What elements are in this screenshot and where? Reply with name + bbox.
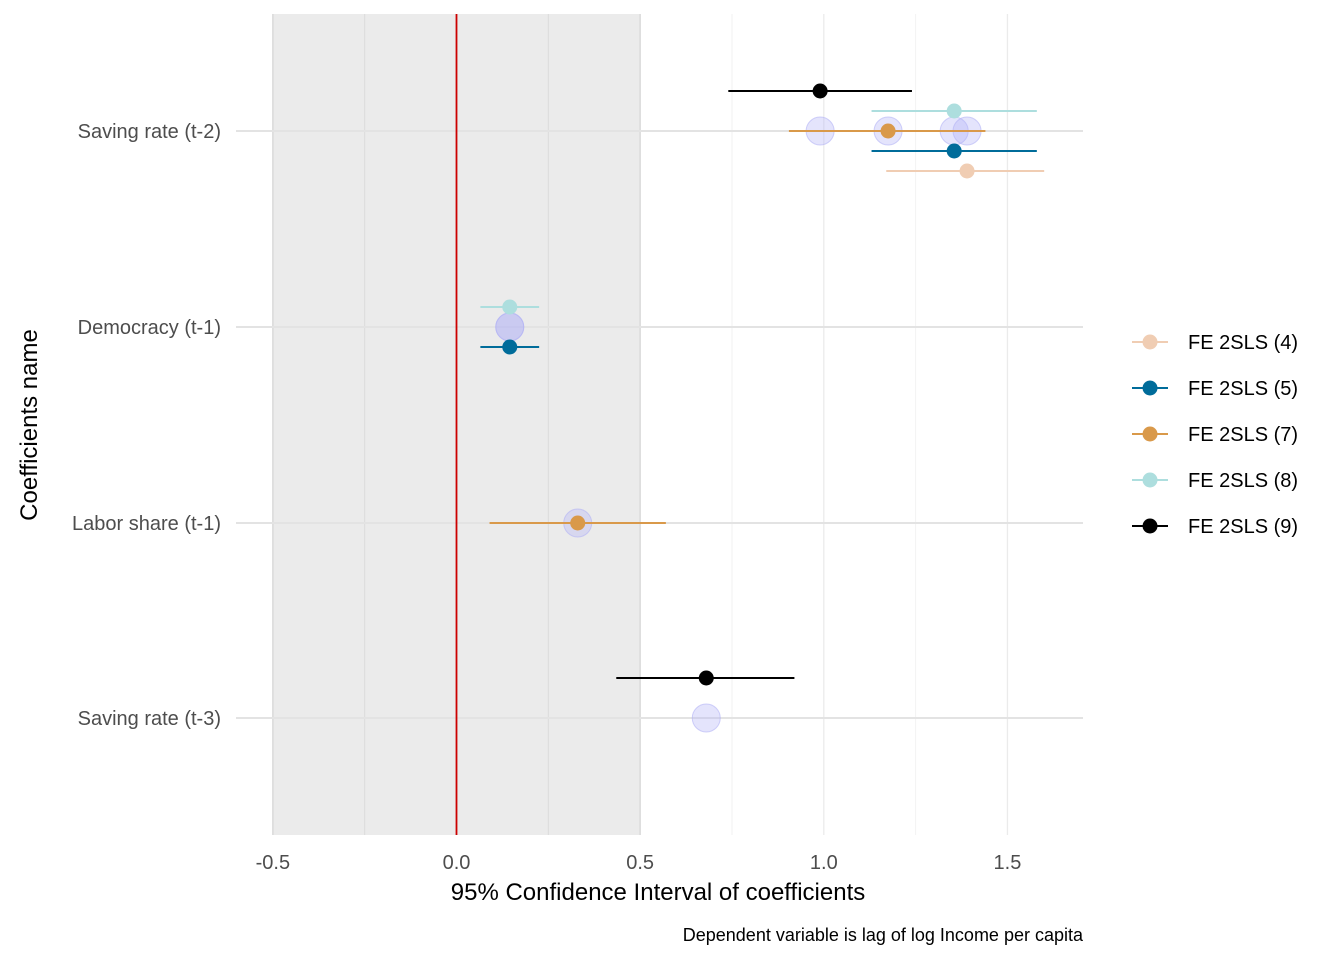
estimate-point	[959, 163, 975, 179]
x-tick-label: 0.5	[626, 852, 654, 874]
estimate-point	[946, 103, 962, 119]
estimate-point	[502, 339, 518, 355]
y-tick-labels: Saving rate (t-2) Democracy (t-1) Labor sh…	[72, 121, 221, 730]
y-tick-label: Labor share (t-1)	[72, 513, 221, 535]
highlight-circle	[495, 312, 525, 342]
legend-label: FE 2SLS (5)	[1188, 378, 1298, 400]
x-tick-label: 0.0	[443, 852, 471, 874]
y-axis-title: Coefficients name	[16, 329, 43, 521]
estimate-point	[812, 83, 828, 99]
legend-item: FE 2SLS (9)	[1132, 516, 1298, 538]
x-tick-label: 1.5	[994, 852, 1022, 874]
plot-panel	[236, 14, 1083, 835]
legend-label: FE 2SLS (9)	[1188, 516, 1298, 538]
legend-label: FE 2SLS (8)	[1188, 470, 1298, 492]
y-tick-label: Saving rate (t-3)	[78, 708, 221, 730]
estimate-point	[502, 299, 518, 315]
x-axis-title: 95% Confidence Interval of coefficients	[451, 879, 865, 906]
legend-item: FE 2SLS (7)	[1132, 424, 1298, 446]
legend-item: FE 2SLS (4)	[1132, 332, 1298, 354]
highlight-circle	[691, 703, 721, 733]
legend: FE 2SLS (4) FE 2SLS (5) FE 2SLS (7) FE 2SLS…	[1132, 332, 1298, 538]
x-tick-label: -0.5	[256, 852, 290, 874]
caption: Dependent variable is lag of log Income …	[683, 925, 1084, 945]
y-tick-label: Saving rate (t-2)	[78, 121, 221, 143]
legend-item: FE 2SLS (8)	[1132, 470, 1298, 492]
y-tick-label: Democracy (t-1)	[78, 317, 221, 339]
legend-label: FE 2SLS (7)	[1188, 424, 1298, 446]
estimate-point	[570, 515, 586, 531]
x-tick-labels: -0.5 0.0 0.5 1.0 1.5	[256, 852, 1022, 874]
legend-marker	[1142, 518, 1158, 534]
legend-marker	[1142, 472, 1158, 488]
estimate-points	[502, 83, 975, 686]
estimate-point	[698, 670, 714, 686]
x-tick-label: 1.0	[810, 852, 838, 874]
estimate-point	[946, 143, 962, 159]
legend-marker	[1142, 334, 1158, 350]
legend-item: FE 2SLS (5)	[1132, 378, 1298, 400]
estimate-point	[880, 123, 896, 139]
legend-marker	[1142, 426, 1158, 442]
legend-marker	[1142, 380, 1158, 396]
legend-label: FE 2SLS (4)	[1188, 332, 1298, 354]
